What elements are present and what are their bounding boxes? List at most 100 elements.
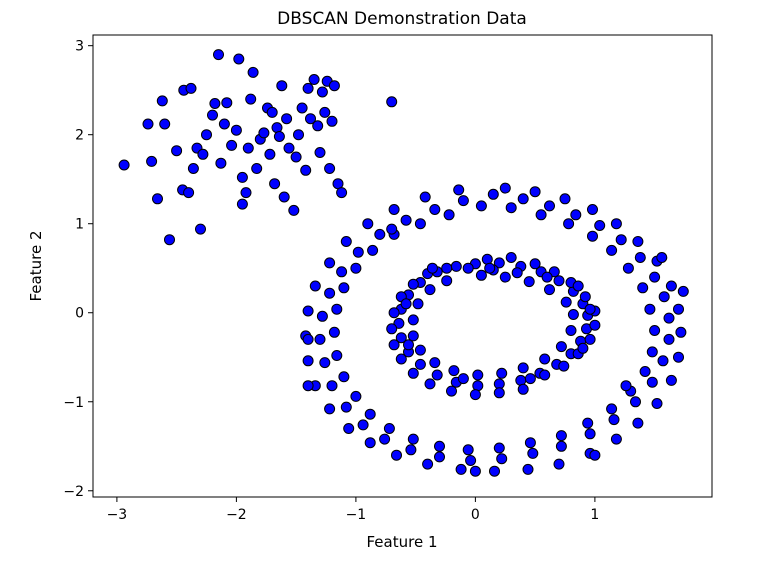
scatter-point [118,159,130,171]
scatter-point [663,333,675,345]
scatter-point [276,80,288,92]
scatter-point [213,49,224,61]
scatter-point [584,303,596,315]
scatter-point [553,458,565,470]
scatter-point [632,236,644,247]
scatter-point [236,171,248,183]
scatter-point [242,142,254,154]
scatter-point [340,236,352,247]
y-tick-label: 0 [75,306,84,322]
scatter-point [338,282,350,294]
scatter-point [352,246,364,258]
scatter-point [608,414,620,426]
scatter-point [663,312,675,324]
scatter-point [386,223,398,235]
scatter-point [340,401,352,413]
scatter-point [441,275,453,287]
scatter-point [395,332,407,344]
scatter-point [426,262,438,274]
scatter-point [407,433,419,445]
scatter-point [649,271,661,283]
scatter-point [472,369,484,381]
scatter-point [675,326,687,338]
scatter-point [555,440,567,452]
scatter-point [324,287,336,299]
scatter-point [539,353,551,365]
scatter-point [657,355,669,367]
scatter-point [448,365,460,377]
scatter-point [560,296,572,308]
x-tick-label: −2 [226,507,247,523]
scatter-point [386,323,398,335]
scatter-point [544,200,555,212]
scatter-point [314,333,326,345]
scatter-point [559,193,571,205]
scatter-point [541,271,553,283]
scatter-point [414,344,426,356]
scatter-point [308,74,320,85]
scatter-point [462,444,474,456]
scatter-point [587,230,598,242]
scatter-point [455,463,467,475]
scatter-point [572,280,584,292]
scatter-point [296,102,308,114]
scatter-point [414,358,426,370]
scatter-point [582,417,594,429]
scatter-point [615,234,627,246]
scatter-point [469,389,481,401]
scatter-point [673,303,684,315]
scatter-point [441,262,453,274]
scatter-point [558,360,570,372]
scatter-point [233,53,245,65]
scatter-point [305,113,316,125]
scatter-point [517,193,529,205]
scatter-point [429,204,441,215]
scatter-point [589,449,601,461]
scatter-point [269,178,281,190]
scatter-point [434,451,445,463]
scatter-point [319,106,331,118]
scatter-point [379,433,391,445]
scatter-point [644,303,656,315]
scatter-point [395,353,407,365]
scatter-point [639,366,651,377]
y-axis-ticks: −2 −1 0 1 2 3 [63,39,93,500]
scatter-point [634,252,646,263]
scatter-point [505,202,517,214]
scatter-point [215,157,227,169]
scatter-point [414,218,426,230]
scatter-point [489,465,500,477]
scatter-point [302,355,314,367]
scatter-point [515,374,527,386]
scatter-point [567,309,579,320]
scatter-point [236,198,248,210]
scatter-point [529,258,541,270]
scatter-point [484,262,496,274]
x-tick-label: −3 [107,507,128,523]
scatter-point [499,271,511,283]
scatter-point [209,98,221,109]
scatter-point [201,129,212,141]
scatter-point [362,218,374,230]
y-axis-label: Feature 2 [27,231,45,302]
scatter-point [584,333,596,345]
scatter-point [405,444,417,456]
y-tick-label: −1 [63,395,84,411]
y-tick-label: 3 [75,39,84,55]
scatter-point [412,298,424,310]
x-tick-label: −1 [346,507,367,523]
scatter-point [677,285,689,297]
scatter-point [424,378,436,390]
scatter-point [324,403,336,415]
scatter-point [539,369,551,381]
scatter-point [281,113,293,125]
scatter-point [457,195,469,207]
scatter-point [637,282,649,294]
scatter-point [429,357,441,369]
scatter-point [665,280,677,292]
scatter-point [656,252,668,263]
scatter-point [312,120,324,132]
scatter-point [374,228,386,240]
scatter-point [523,276,535,288]
